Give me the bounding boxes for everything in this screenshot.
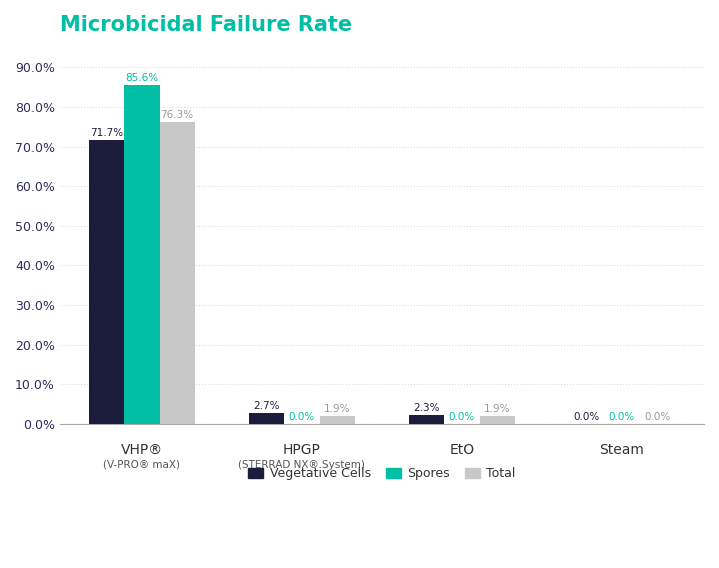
Text: 1.9%: 1.9% (324, 404, 350, 414)
Bar (409, 415, 444, 424)
Text: (V-PRO® maX): (V-PRO® maX) (104, 460, 180, 470)
Text: 0.0%: 0.0% (609, 412, 635, 422)
Bar (89, 140, 124, 424)
Text: 2.7%: 2.7% (254, 401, 280, 411)
Text: VHP®: VHP® (121, 443, 163, 457)
Legend: Vegetative Cells, Spores, Total: Vegetative Cells, Spores, Total (244, 462, 521, 485)
Text: 0.0%: 0.0% (644, 412, 670, 422)
Text: 0.0%: 0.0% (574, 412, 600, 422)
Text: 76.3%: 76.3% (160, 110, 193, 120)
Bar (319, 416, 354, 424)
Text: 0.0%: 0.0% (449, 412, 475, 422)
Text: Microbicidal Failure Rate: Microbicidal Failure Rate (60, 15, 352, 35)
Bar (480, 416, 515, 424)
Text: 71.7%: 71.7% (90, 128, 123, 138)
Text: (STERRAD NX® System): (STERRAD NX® System) (239, 460, 365, 470)
Text: EtO: EtO (449, 443, 475, 457)
Text: Steam: Steam (600, 443, 644, 457)
Text: 85.6%: 85.6% (125, 73, 158, 83)
Text: 1.9%: 1.9% (484, 404, 510, 414)
Bar (249, 413, 284, 424)
Text: HPGP: HPGP (283, 443, 321, 457)
Text: 0.0%: 0.0% (289, 412, 315, 422)
Bar (124, 85, 160, 424)
Bar (160, 122, 195, 424)
Text: 2.3%: 2.3% (413, 403, 440, 412)
